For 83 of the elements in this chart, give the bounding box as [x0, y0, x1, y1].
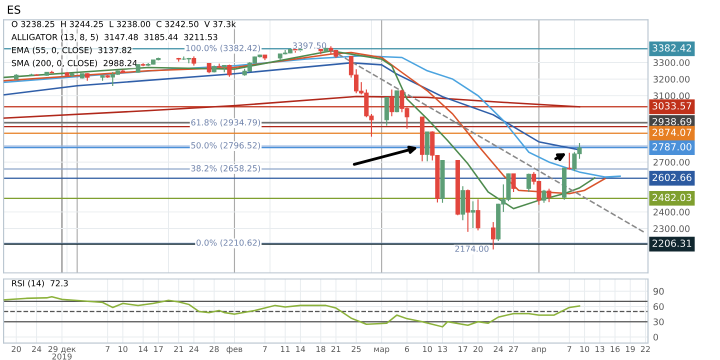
x-tick-label: 14 [296, 346, 306, 352]
y-tick-label: 3300.00 [654, 59, 690, 66]
annotation: 50.0% (2796.52) [191, 142, 260, 150]
x-tick-label: 6 [404, 346, 410, 352]
annotation: 0.0% (2210.62) [196, 239, 260, 247]
x-tick-label: фев [226, 346, 242, 354]
annotation: EMA (55, 0, CLOSE) 3137.82 [12, 46, 132, 54]
x-tick-label: 13 [438, 346, 447, 352]
candlestick [394, 90, 400, 113]
ref-line-label: 3033.57 [652, 102, 692, 110]
ref-line-label: 2874.07 [652, 128, 692, 136]
x-tick-label: 10 [423, 346, 432, 352]
line-series [4, 296, 580, 328]
annotation: SMA (200, 0, CLOSE) 2988.24 [12, 60, 138, 68]
x-tick-label: 25 [352, 346, 361, 352]
ref-line-label: 2206.31 [652, 240, 692, 247]
y-tick-label: 2400.00 [654, 208, 690, 216]
line-series [4, 96, 580, 119]
x-tick-label: 24 [32, 346, 42, 352]
y-tick-label: 3200.00 [654, 76, 690, 83]
x-tick-label: апр [532, 347, 546, 354]
annotation: 100.0% (3382.42) [186, 44, 260, 52]
candlestick [526, 173, 532, 193]
candlestick [390, 88, 394, 117]
x-tick-label: 22 [640, 346, 650, 352]
x-tick-label: 7 [106, 346, 110, 352]
x-tick-label: 11 [280, 346, 290, 352]
candlestick [466, 188, 470, 232]
annotation: 38.2% (2658.25) [191, 165, 260, 172]
x-tick-label: 13 [596, 346, 604, 352]
x-tick-label: 10 [118, 346, 128, 352]
candlestick [227, 64, 232, 78]
x-tick-label: 24 [494, 346, 503, 352]
annotation: 61.8% (2934.79) [191, 119, 260, 127]
candlestick [542, 189, 546, 204]
x-tick-label: 29 дек 2019 [48, 346, 76, 360]
x-tick-label: 19 [626, 346, 635, 352]
x-tick-label: 28 [210, 346, 219, 352]
y-tick-label: 2300.00 [654, 225, 690, 232]
x-tick-label: 18 [316, 346, 326, 352]
candlestick [384, 96, 389, 126]
y-tick-label: 30 [654, 318, 664, 326]
annotation: O 3238.25 H 3244.25 L 3238.00 C 3242.50 V 37.3k [12, 20, 236, 28]
x-tick-label: 7 [567, 346, 572, 352]
candlestick [216, 63, 222, 68]
x-tick-label: 7 [263, 346, 267, 352]
candlestick [511, 173, 516, 193]
candlestick [476, 198, 480, 231]
y-tick-label: 3100.00 [654, 92, 690, 100]
x-tick-label: 27 [509, 346, 518, 352]
ref-line-label: 2787.00 [652, 143, 692, 150]
y-tick-label: 0 [653, 334, 658, 341]
x-tick-label: 20 [473, 346, 483, 352]
ref-line-label: 2602.66 [652, 174, 692, 182]
x-tick-label: 14 [138, 346, 148, 352]
ref-line-label: 2938.69 [652, 118, 692, 126]
candlestick [490, 222, 496, 250]
candlestick [425, 131, 430, 162]
candlestick [546, 188, 552, 203]
y-tick-label: 2700.00 [654, 158, 690, 166]
x-tick-label: 16 [610, 346, 620, 352]
x-tick-label: 17 [458, 346, 468, 352]
x-tick-label: мар [374, 347, 390, 354]
annotation: ALLIGATOR (13, 8, 5) 3147.48 3185.44 3211.53 [11, 34, 218, 42]
candlestick [192, 56, 196, 66]
y-tick-label: 90 [653, 288, 664, 295]
y-tick-label: 60 [653, 303, 664, 310]
candlestick [460, 186, 466, 221]
x-tick-label: 10 [580, 346, 590, 352]
x-tick-label: 24 [189, 346, 199, 352]
annotation: RSI (14) 72.3 [12, 280, 68, 288]
chart-title: ES [8, 5, 20, 14]
annotation: 2174.00 [455, 246, 489, 252]
line-series [4, 55, 621, 178]
x-tick-label: 20 [12, 346, 21, 352]
ref-line-label: 3382.42 [652, 44, 692, 52]
x-tick-label: 17 [154, 346, 163, 352]
ref-line-label: 2482.03 [652, 194, 692, 202]
annotation: 3397.50 [292, 42, 326, 49]
candlestick [470, 200, 476, 229]
x-tick-label: 21 [331, 346, 340, 352]
candlestick [567, 152, 572, 170]
x-tick-label: 21 [174, 346, 184, 352]
